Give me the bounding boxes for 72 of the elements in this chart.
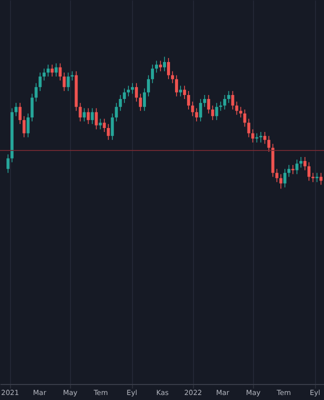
candlestick: [187, 90, 190, 110]
candlestick: [122, 88, 126, 104]
candlestick: [66, 72, 70, 92]
candlestick: [102, 118, 106, 132]
candlestick: [183, 85, 186, 100]
candlestick: [287, 164, 290, 178]
candlestick: [227, 90, 230, 104]
candlestick: [134, 82, 138, 102]
candlestick: [255, 132, 258, 143]
candlestick: [22, 116, 26, 138]
candlestick: [275, 168, 278, 183]
candlestick: [199, 98, 202, 122]
candlestick: [98, 118, 102, 130]
candlestick: [138, 93, 142, 112]
candlestick: [78, 102, 82, 122]
candlestick: [283, 168, 286, 188]
candlestick: [158, 60, 162, 72]
candlestick: [90, 108, 94, 124]
candlestick: [223, 94, 226, 110]
candlestick: [154, 60, 158, 73]
candlestick: [191, 101, 194, 117]
candlestick: [86, 108, 90, 124]
candlestick: [126, 85, 130, 97]
candlestick: [6, 154, 10, 174]
candlestick: [247, 118, 250, 138]
candlestick: [203, 94, 206, 108]
candlestick: [171, 70, 174, 84]
candlestick: [130, 82, 134, 94]
candlestick: [106, 124, 110, 140]
candlestick: [14, 102, 18, 117]
candlestick: [26, 113, 30, 138]
candlestick: [30, 93, 34, 122]
candlestick: [38, 72, 42, 92]
candlestick: [307, 162, 310, 182]
candlestick: [263, 132, 266, 144]
candlestick: [219, 101, 222, 112]
candlestick: [62, 72, 66, 92]
candlestick: [211, 105, 214, 120]
candlestick: [215, 102, 218, 120]
candlestick: [243, 109, 246, 128]
candlestick: [267, 136, 270, 152]
candlestick: [235, 101, 238, 116]
candlestick: [110, 113, 114, 140]
candlestick: [46, 64, 50, 77]
candlestick: [279, 174, 282, 190]
candlestick: [58, 62, 62, 81]
candlestick: [231, 90, 234, 110]
candlestick: [50, 64, 54, 77]
candlestick: [70, 70, 74, 81]
candlestick: [319, 172, 322, 186]
candlestick: [175, 74, 178, 97]
candlestick: [114, 102, 118, 122]
candlestick: [295, 159, 298, 175]
candlestick: [34, 82, 38, 102]
candlestick: [94, 108, 98, 130]
candlestick: [150, 64, 154, 84]
candlestick: [82, 108, 86, 122]
candlestick: [146, 74, 150, 97]
candlestick: [142, 88, 146, 112]
candlestick: [299, 156, 302, 168]
candlestick: [163, 56, 166, 72]
candlestick: [167, 58, 170, 80]
candlestick: [54, 62, 58, 77]
candlestick: [251, 128, 254, 143]
candlestick: [42, 68, 46, 81]
candlestick: [207, 94, 210, 114]
candlestick: [179, 85, 182, 97]
candlestick: [239, 106, 242, 118]
candlestick: [118, 94, 122, 112]
candlestick: [18, 102, 22, 124]
candlestick: [195, 108, 198, 122]
candlestick: [303, 156, 306, 171]
